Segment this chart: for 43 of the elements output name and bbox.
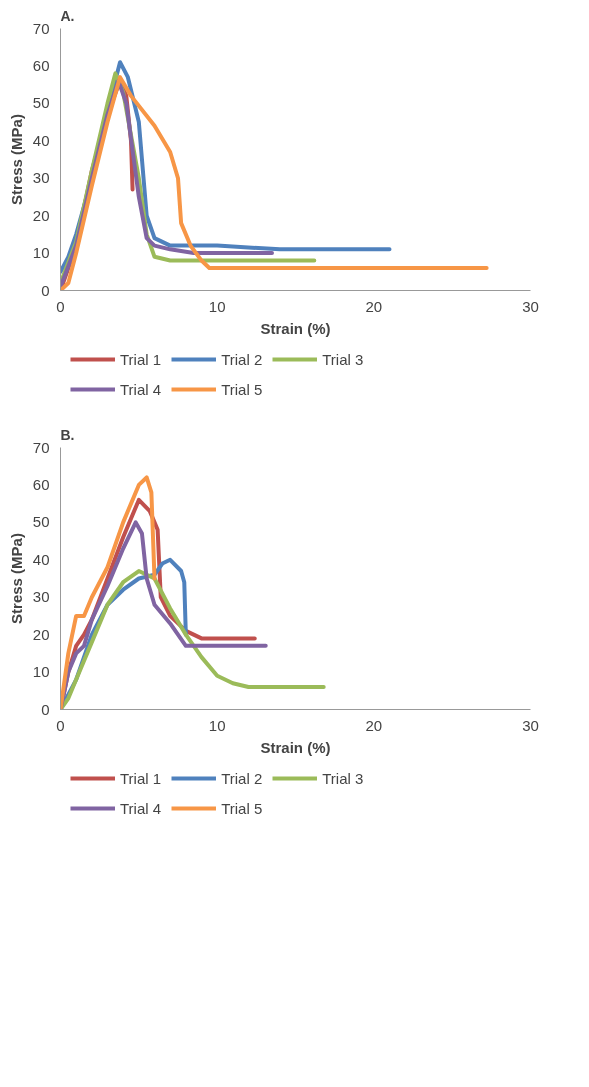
- chart-title: B.: [60, 426, 75, 443]
- x-tick-label: 10: [208, 716, 226, 734]
- y-tick-label: 60: [32, 56, 50, 74]
- legend-label: Trial 5: [221, 380, 263, 398]
- legend-label: Trial 4: [120, 799, 162, 817]
- y-tick-label: 40: [32, 550, 50, 568]
- y-tick-label: 0: [41, 281, 50, 299]
- legend-label: Trial 5: [221, 799, 263, 817]
- y-tick-label: 50: [32, 94, 50, 112]
- legend-label: Trial 2: [221, 350, 263, 368]
- line-series: [60, 475, 157, 710]
- line-series: [60, 569, 326, 710]
- y-tick-label: 20: [32, 625, 50, 643]
- x-tick-label: 20: [365, 716, 383, 734]
- x-tick-label: 10: [208, 297, 226, 315]
- y-tick-label: 70: [32, 438, 50, 456]
- x-tick-label: 30: [522, 297, 539, 315]
- y-tick-label: 70: [32, 19, 50, 37]
- x-tick-label: 30: [522, 716, 539, 734]
- x-tick-label: 20: [365, 297, 383, 315]
- x-axis-title: Strain (%): [260, 738, 331, 756]
- y-tick-label: 0: [41, 700, 50, 718]
- x-axis-title: Strain (%): [260, 319, 331, 337]
- y-tick-label: 30: [32, 588, 50, 606]
- line-series: [60, 75, 489, 291]
- y-tick-label: 50: [32, 513, 50, 531]
- legend-label: Trial 3: [322, 350, 364, 368]
- y-tick-label: 60: [32, 475, 50, 493]
- legend-label: Trial 3: [322, 769, 364, 787]
- legend-label: Trial 2: [221, 769, 263, 787]
- legend-label: Trial 1: [120, 350, 162, 368]
- y-tick-label: 30: [32, 169, 50, 187]
- y-tick-label: 40: [32, 131, 50, 149]
- x-tick-label: 0: [56, 716, 65, 734]
- chart-title: A.: [60, 7, 75, 24]
- legend-label: Trial 4: [120, 380, 162, 398]
- y-tick-label: 10: [32, 663, 50, 681]
- y-axis-title: Stress (MPa): [7, 533, 25, 624]
- y-axis-title: Stress (MPa): [7, 114, 25, 205]
- x-tick-label: 0: [56, 297, 65, 315]
- y-tick-label: 10: [32, 244, 50, 262]
- legend-label: Trial 1: [120, 769, 162, 787]
- y-tick-label: 20: [32, 206, 50, 224]
